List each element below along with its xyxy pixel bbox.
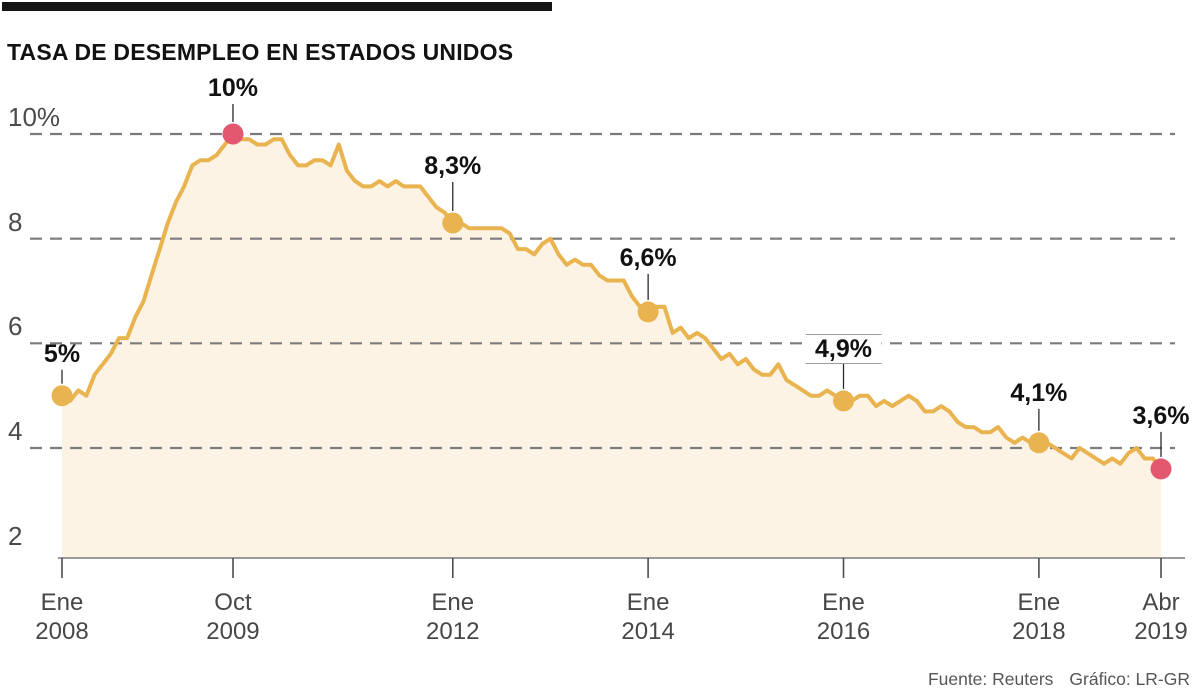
data-line: [60, 132, 1163, 471]
data-marker-orange: [1028, 432, 1050, 454]
area-fill: [62, 134, 1161, 558]
data-marker-orange: [637, 301, 659, 323]
data-marker-orange: [833, 390, 854, 412]
data-marker-pink: [1150, 458, 1172, 480]
chart-title: TASA DE DESEMPLEO EN ESTADOS UNIDOS: [7, 39, 514, 66]
graphic-credit: Gráfico: LR-GR: [1069, 669, 1190, 689]
data-marker-orange: [442, 212, 464, 234]
data-marker-orange: [51, 385, 73, 407]
source-credit: Fuente: Reuters: [927, 669, 1054, 689]
data-marker-pink: [222, 123, 244, 145]
chart-footer: Fuente: Reuters Gráfico: LR-GR: [928, 669, 1190, 690]
title-accent-bar: [2, 2, 552, 11]
